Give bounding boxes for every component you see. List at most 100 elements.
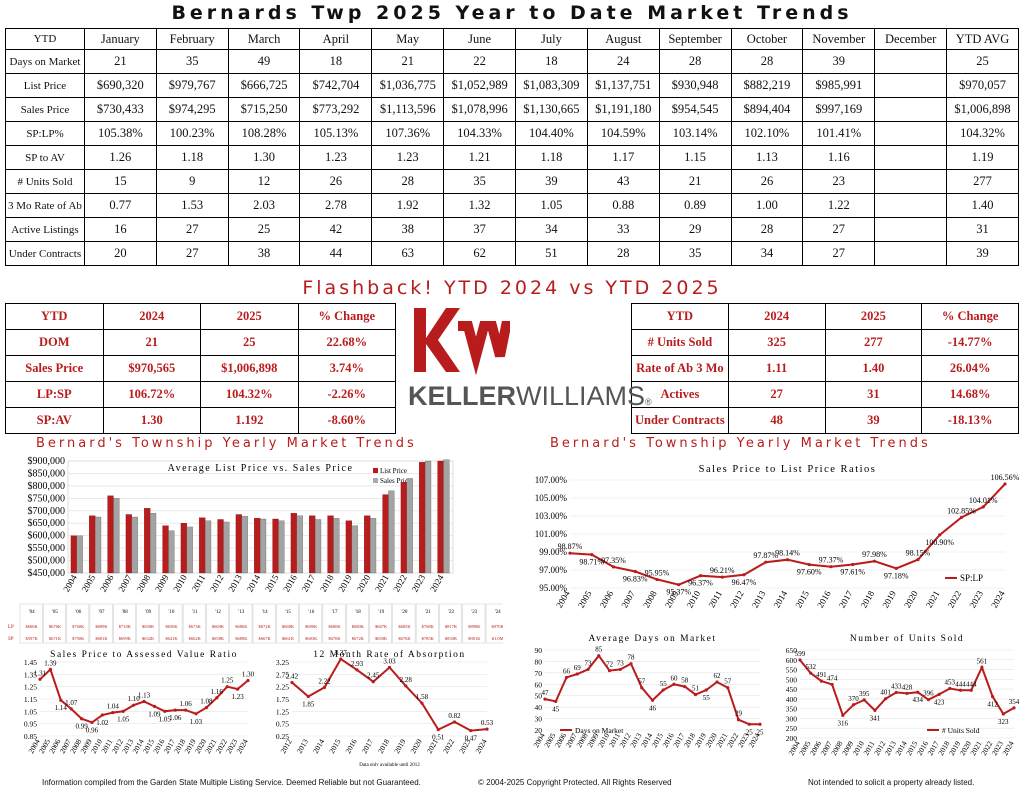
table-cell: 1.53 <box>155 193 229 218</box>
table-cell: 16 <box>83 217 157 242</box>
table-cell: 107.36% <box>371 121 445 146</box>
compare-cell: 1.11 <box>727 355 826 382</box>
data-label: 561 <box>977 657 988 665</box>
y-tick-label: 97.00% <box>539 565 567 575</box>
table-cell: $1,113,596 <box>371 97 445 122</box>
data-point <box>469 728 473 733</box>
data-label: 57 <box>724 678 732 686</box>
data-point <box>339 657 343 661</box>
data-point <box>798 658 802 662</box>
compare-header: 2025 <box>200 303 299 330</box>
data-point <box>715 680 719 684</box>
y-tick-label: 1.05 <box>24 707 37 716</box>
data-point <box>163 709 167 713</box>
footer-disclaimer: Not intended to solicit a property alrea… <box>808 778 975 787</box>
data-point <box>173 708 177 712</box>
table-cell: 1.32 <box>443 193 516 218</box>
header-cell: May <box>371 28 445 50</box>
row-label-lp: LP <box>8 625 14 630</box>
table-cell: $974,295 <box>155 97 229 122</box>
y-tick-label: $450,000 <box>28 568 66 579</box>
table-cell: $894,404 <box>730 97 804 122</box>
y-tick-label: 1.25 <box>276 707 289 716</box>
data-label: 57 <box>638 678 646 686</box>
data-label: 1.13 <box>138 691 151 699</box>
data-point <box>59 698 63 702</box>
x-tick-label: 2018 <box>859 589 877 610</box>
data-table-year: '19 <box>378 610 384 615</box>
data-point <box>672 682 676 686</box>
table-cell: $979,767 <box>155 73 229 98</box>
data-label: 3.03 <box>383 657 396 665</box>
table-cell: 49 <box>227 49 301 74</box>
compare-table-right: YTD 2024 2025% Change # Units Sold 325 277 -14… <box>631 303 1019 434</box>
data-label: 2.22 <box>318 677 331 685</box>
data-table-year: '07 <box>99 610 105 615</box>
table-cell: 15 <box>83 169 157 194</box>
data-table-sp: $632K <box>142 636 155 641</box>
compare-cell: 104.32% <box>200 381 299 408</box>
data-label: 434 <box>912 696 923 704</box>
table-row: SP to AV 1.26 1.18 1.30 1.23 1.23 1.21 1.18 1.17… <box>5 145 1019 170</box>
table-cell: 105.13% <box>299 121 373 146</box>
y-tick-label: 250 <box>786 724 798 733</box>
compare-cell: 27 <box>727 381 826 408</box>
bar-list-price <box>180 523 187 574</box>
x-tick-label: 2012 <box>728 589 746 610</box>
data-point <box>693 692 698 697</box>
table-cell: 28 <box>730 217 804 242</box>
row-label: SP to AV <box>5 145 85 170</box>
data-label: 2.42 <box>286 672 299 680</box>
compare-row: Sales Price $970,565 $1,006,898 3.74% <box>5 355 396 382</box>
header-ytd: YTD <box>5 28 85 50</box>
y-tick-label: 1.35 <box>24 670 37 679</box>
x-tick-label: 2012 <box>208 573 226 594</box>
data-label: 370 <box>848 695 859 703</box>
table-cell: 104.40% <box>514 121 588 146</box>
bar-list-price <box>400 482 407 574</box>
data-point <box>851 562 855 567</box>
bar-list-price <box>364 515 371 574</box>
table-row: # Units Sold 15 9 12 26 28 35 39 43 21 26 23 277 <box>5 169 1019 194</box>
bar-list-price <box>254 518 261 574</box>
data-point <box>80 717 84 721</box>
bar-sales-price <box>333 518 340 574</box>
data-label: 98.71% <box>579 558 604 567</box>
data-table-lp: $710K <box>119 624 132 629</box>
compare-cell: 39 <box>824 407 923 434</box>
x-tick-label: 2013 <box>226 573 244 594</box>
data-label: 98.87% <box>558 542 583 551</box>
data-table-sp: $830K <box>445 636 458 641</box>
table-cell: $1,036,775 <box>371 73 445 98</box>
compare-cell: Actives <box>631 381 729 408</box>
data-table-sp: $1.0M <box>492 636 503 641</box>
x-tick-label: 2020 <box>902 589 920 610</box>
x-tick-label: 2013 <box>750 589 768 610</box>
table-cell: 34 <box>514 217 588 242</box>
bar-sales-price <box>241 516 248 574</box>
data-table-lp: $669K <box>212 624 225 629</box>
data-label: 97.87% <box>753 551 778 560</box>
data-label: 2.28 <box>400 676 413 684</box>
data-point <box>611 565 616 569</box>
data-label: 433 <box>891 682 902 690</box>
compare-cell: -2.26% <box>297 381 396 408</box>
compare-header: YTD <box>5 303 104 330</box>
table-cell: 9 <box>155 169 229 194</box>
data-label: 95.37% <box>666 588 691 597</box>
table-cell <box>874 49 948 74</box>
data-label: 96.37% <box>688 579 713 588</box>
table-cell: 104.33% <box>443 121 516 146</box>
data-point <box>981 505 985 509</box>
table-cell: 1.22 <box>802 193 876 218</box>
data-point <box>597 654 601 658</box>
y-tick-label: $600,000 <box>28 531 66 542</box>
data-point <box>184 708 188 712</box>
bar-sales-price <box>369 518 377 574</box>
y-tick-label: 70 <box>535 669 543 678</box>
data-table-sp: $662K <box>189 636 202 641</box>
table-cell: 18 <box>299 49 373 74</box>
data-label: 96.21% <box>710 566 735 575</box>
data-label: 444 <box>966 680 977 688</box>
x-tick-label: 2021 <box>373 573 391 594</box>
